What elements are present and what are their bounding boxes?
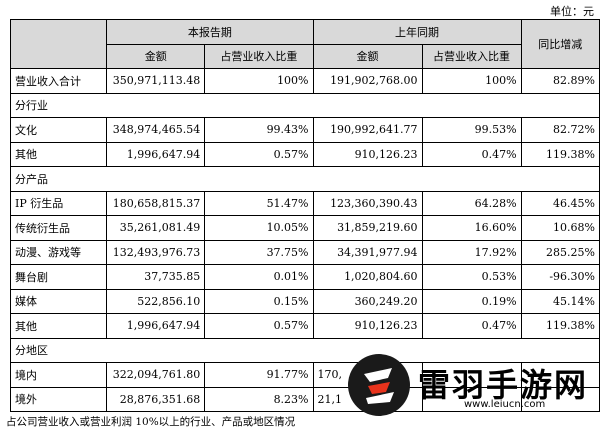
row-label: 境内 <box>9 362 108 388</box>
header-row-1: 本报告期 上年同期 同比增减 <box>9 19 600 69</box>
header-prior-period: 上年同期 <box>312 19 522 45</box>
cur-ratio: 0.57% <box>204 141 314 167</box>
cur-ratio: 0.01% <box>204 264 314 290</box>
section-row-industry: 分行业 <box>10 92 600 118</box>
pri-ratio: 100% <box>421 68 522 94</box>
row-label: 动漫、游戏等 <box>9 239 108 265</box>
cur-ratio: 91.77% <box>204 362 314 388</box>
pri-amount: 190,992,641.77 <box>312 117 423 143</box>
row-label: 境外 <box>9 386 108 412</box>
pri-ratio: 64.28% <box>421 190 522 216</box>
cur-ratio: 0.15% <box>204 288 314 314</box>
cur-amount: 180,658,815.37 <box>106 190 206 216</box>
header-blank <box>9 19 108 69</box>
section-label: 分行业 <box>10 92 600 118</box>
footnote: 占公司营业收入或营业利润 10%以上的行业、产品或地区情况 <box>6 416 296 428</box>
table-row: 媒体 522,856.10 0.15% 360,249.20 0.19% 45.… <box>9 288 600 314</box>
header-cur-amount: 金额 <box>106 43 206 69</box>
table-row: 其他 1,996,647.94 0.57% 910,126.23 0.47% 1… <box>9 313 600 339</box>
table-row: 境外 28,876,351.68 8.23% 21,1 <box>9 386 600 412</box>
yoy-change: 46.45% <box>520 190 600 216</box>
pri-amount: 360,249.20 <box>312 288 423 314</box>
header-cur-ratio: 占营业收入比重 <box>204 43 314 69</box>
row-label: 媒体 <box>9 288 108 314</box>
cur-amount: 35,261,081.49 <box>106 215 206 241</box>
table-row: IP 衍生品 180,658,815.37 51.47% 123,360,390… <box>9 190 600 216</box>
row-label: 舞台剧 <box>9 264 108 290</box>
pri-amount: 910,126.23 <box>312 141 423 167</box>
cur-amount: 1,996,647.94 <box>106 141 206 167</box>
cur-ratio: 0.57% <box>204 313 314 339</box>
pri-amount: 31,859,219.60 <box>312 215 423 241</box>
table-row: 舞台剧 37,735.85 0.01% 1,020,804.60 0.53% -… <box>9 264 600 290</box>
cur-ratio: 100% <box>204 68 314 94</box>
cur-amount: 522,856.10 <box>106 288 206 314</box>
pri-amount: 34,391,977.94 <box>312 239 423 265</box>
yoy-change: 82.72% <box>520 117 600 143</box>
cur-amount: 37,735.85 <box>106 264 206 290</box>
pri-ratio: 0.47% <box>421 313 522 339</box>
watermark-title: 雷羽手游网 <box>418 366 589 404</box>
yoy-change: -96.30% <box>520 264 600 290</box>
revenue-table: 本报告期 上年同期 同比增减 金额 占营业收入比重 金额 占营业收入比重 营业收… <box>9 19 600 412</box>
pri-ratio: 99.53% <box>421 117 522 143</box>
pri-amount: 191,902,768.00 <box>312 68 423 94</box>
section-row-product: 分产品 <box>10 166 600 192</box>
pri-amount: 910,126.23 <box>312 313 423 339</box>
pri-ratio <box>421 386 522 412</box>
watermark-url: www.leiucn.com <box>464 399 546 410</box>
yoy-change <box>520 362 600 388</box>
table-row: 文化 348,974,465.54 99.43% 190,992,641.77 … <box>9 117 600 143</box>
pri-ratio: 0.47% <box>421 141 522 167</box>
table-row: 其他 1,996,647.94 0.57% 910,126.23 0.47% 1… <box>9 141 600 167</box>
site-logo-icon <box>348 354 410 416</box>
pri-amount: 1,020,804.60 <box>312 264 423 290</box>
pri-ratio: 17.92% <box>421 239 522 265</box>
cur-amount: 28,876,351.68 <box>106 386 206 412</box>
cur-amount: 132,493,976.73 <box>106 239 206 265</box>
yoy-change: 119.38% <box>520 313 600 339</box>
yoy-change: 10.68% <box>520 215 600 241</box>
row-label: 营业收入合计 <box>9 68 108 94</box>
header-current-period: 本报告期 <box>106 19 314 45</box>
row-label: 其他 <box>9 141 108 167</box>
yoy-change: 82.89% <box>520 68 600 94</box>
cur-ratio: 37.75% <box>204 239 314 265</box>
cur-amount: 350,971,113.48 <box>106 68 206 94</box>
cur-ratio: 51.47% <box>204 190 314 216</box>
cur-ratio: 99.43% <box>204 117 314 143</box>
pri-ratio: 0.53% <box>421 264 522 290</box>
total-row: 营业收入合计 350,971,113.48 100% 191,902,768.0… <box>9 68 600 94</box>
table-row: 动漫、游戏等 132,493,976.73 37.75% 34,391,977.… <box>9 239 600 265</box>
watermark: 雷羽手游网 www.leiucn.com <box>346 352 600 424</box>
yoy-change: 285.25% <box>520 239 600 265</box>
section-label: 分产品 <box>10 166 600 192</box>
yoy-change <box>520 386 600 412</box>
row-label: IP 衍生品 <box>9 190 108 216</box>
unit-label: 单位：元 <box>550 5 594 18</box>
cur-amount: 348,974,465.54 <box>106 117 206 143</box>
row-label: 传统衍生品 <box>9 215 108 241</box>
table-row: 传统衍生品 35,261,081.49 10.05% 31,859,219.60… <box>9 215 600 241</box>
cur-amount: 1,996,647.94 <box>106 313 206 339</box>
header-pri-ratio: 占营业收入比重 <box>421 43 522 69</box>
pri-ratio: 16.60% <box>421 215 522 241</box>
yoy-change: 45.14% <box>520 288 600 314</box>
header-pri-amount: 金额 <box>312 43 423 69</box>
cur-ratio: 8.23% <box>204 386 314 412</box>
cur-amount: 322,094,761.80 <box>106 362 206 388</box>
pri-amount: 123,360,390.43 <box>312 190 423 216</box>
header-row-2: 金额 占营业收入比重 金额 占营业收入比重 <box>11 43 600 69</box>
header-yoy: 同比增减 <box>520 19 600 69</box>
cur-ratio: 10.05% <box>204 215 314 241</box>
pri-ratio: 0.19% <box>421 288 522 314</box>
yoy-change: 119.38% <box>520 141 600 167</box>
row-label: 文化 <box>9 117 108 143</box>
row-label: 其他 <box>9 313 108 339</box>
